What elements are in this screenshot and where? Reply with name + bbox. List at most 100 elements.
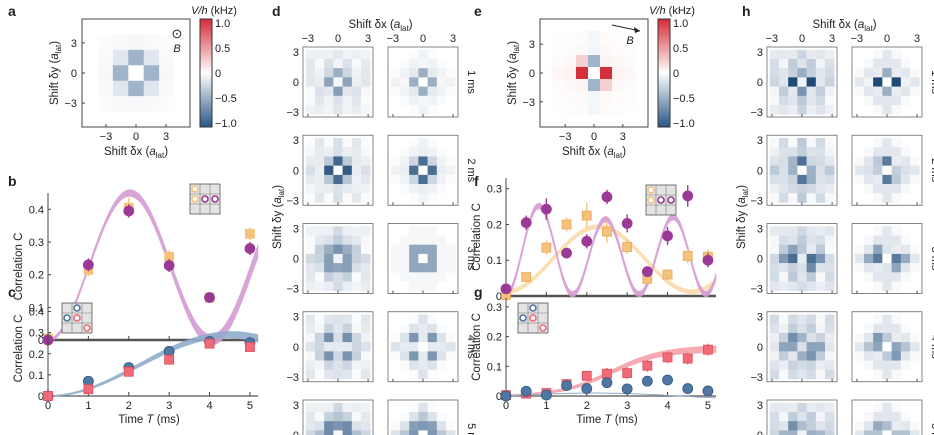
heatmap-cell [900,174,911,185]
heatmap-cell [788,430,798,435]
row-time-label: 3 ms [465,247,477,271]
heatmap-cell [418,332,428,343]
heatmap-cell [333,184,343,194]
x-tick-label: 3 [914,33,920,45]
heatmap-cell [788,174,798,185]
heatmap-cell [788,281,798,292]
colorbar-segment [658,112,670,115]
heatmap-cell [882,235,892,245]
y-tick-label: 0 [293,165,299,177]
heatmap-cell [564,67,577,80]
heatmap-frame [851,399,923,435]
data-point-square [642,360,653,371]
heatmap-cell [552,31,565,44]
heatmap-cell [314,226,325,236]
colorbar-segment [658,101,670,105]
colorbar-segment [200,71,212,74]
heatmap-cell [806,351,817,361]
heatmap-cell [612,55,625,68]
y-tick-label: 0.4 [29,307,44,319]
heatmap-cell [910,342,920,352]
colorbar-segment [200,24,212,27]
heatmap-cell [600,43,613,56]
heatmap-cell [624,103,637,116]
heatmap-cell [806,402,817,413]
heatmap-cell [342,58,353,69]
heatmap-cell [409,332,419,343]
data-point-square [541,242,552,253]
heatmap-cell [882,244,892,255]
theory-band [47,189,259,346]
heatmap-cell [882,369,892,380]
data-point-square [521,272,532,282]
heatmap-theory-5-ms [387,399,459,435]
heatmap-cell [778,138,789,148]
heatmap-cell [564,91,577,104]
heatmap-theory-2-ms [387,134,459,206]
heatmap-cell [427,351,438,361]
colorbar-segment [658,60,670,63]
heatmap-cell [769,174,780,185]
data-point-circle [702,254,714,266]
colorbar-segment [200,65,212,69]
heatmap-cell [351,323,362,334]
heatmap-cell [159,49,175,66]
heatmap-cell [806,253,817,264]
heatmap-cell [409,77,419,87]
heatmap-cell [769,351,780,361]
heatmap-theory-1-ms [387,46,459,118]
heatmap-cell [409,138,419,148]
heatmap-cell [854,342,865,352]
heatmap-cell [342,360,353,371]
x-tick-label: 1 [85,400,91,412]
heatmap-cell [351,342,362,352]
x-tick-label: −3 [302,33,315,45]
colorbar-segment [658,76,670,79]
heatmap-cell [305,193,316,203]
heatmap-cell [112,96,129,112]
heatmap-cell [427,68,438,78]
colorbar-segment [200,38,212,42]
heatmap-cell [873,95,883,106]
colorbar-segment [658,37,670,40]
heatmap-cell [797,226,807,236]
heatmap-cell [891,49,902,60]
heatmap-cell [333,402,343,413]
panel-b: 0 0.1 0.2 0.3 0.4 Correlation C [13,183,259,347]
heatmap-cell [612,91,625,104]
heatmap-cell [409,244,419,255]
heatmap-cell [342,95,353,106]
heatmap-cell [900,244,911,255]
heatmap-cell [854,332,865,343]
heatmap-cell [891,281,902,292]
heatmap-cell [882,314,892,325]
heatmap-cell [128,65,145,82]
colorbar-segment [658,116,670,119]
inset-site-icon [191,195,199,203]
heatmap-cell [143,96,160,112]
heatmap-cell [351,314,362,325]
colorbar-segment [658,35,670,38]
heatmap-cell [342,263,353,273]
colorbar-segment [200,121,212,124]
colorbar-segment [200,89,212,92]
heatmap-cell [446,244,456,255]
heatmap-cell [769,314,780,325]
data-point-square [662,269,673,280]
heatmap-cell [588,91,601,104]
inset-site-icon [657,196,665,204]
heatmap-cell [825,235,835,245]
heatmap-cell [778,226,789,236]
heatmap-cell [778,68,789,78]
heatmap-cell [910,244,920,255]
heatmap-cell [788,402,798,413]
heatmap-cell [361,369,371,380]
heatmap-cell [600,55,613,68]
heatmap-experiment-4-ms [766,311,838,383]
heatmap-cell [882,272,892,282]
heatmap-cell [333,147,343,157]
heatmap-cell [314,68,325,78]
heatmap-cell [778,184,789,194]
colorbar-segment [658,100,670,103]
heatmap-cell [314,323,325,334]
